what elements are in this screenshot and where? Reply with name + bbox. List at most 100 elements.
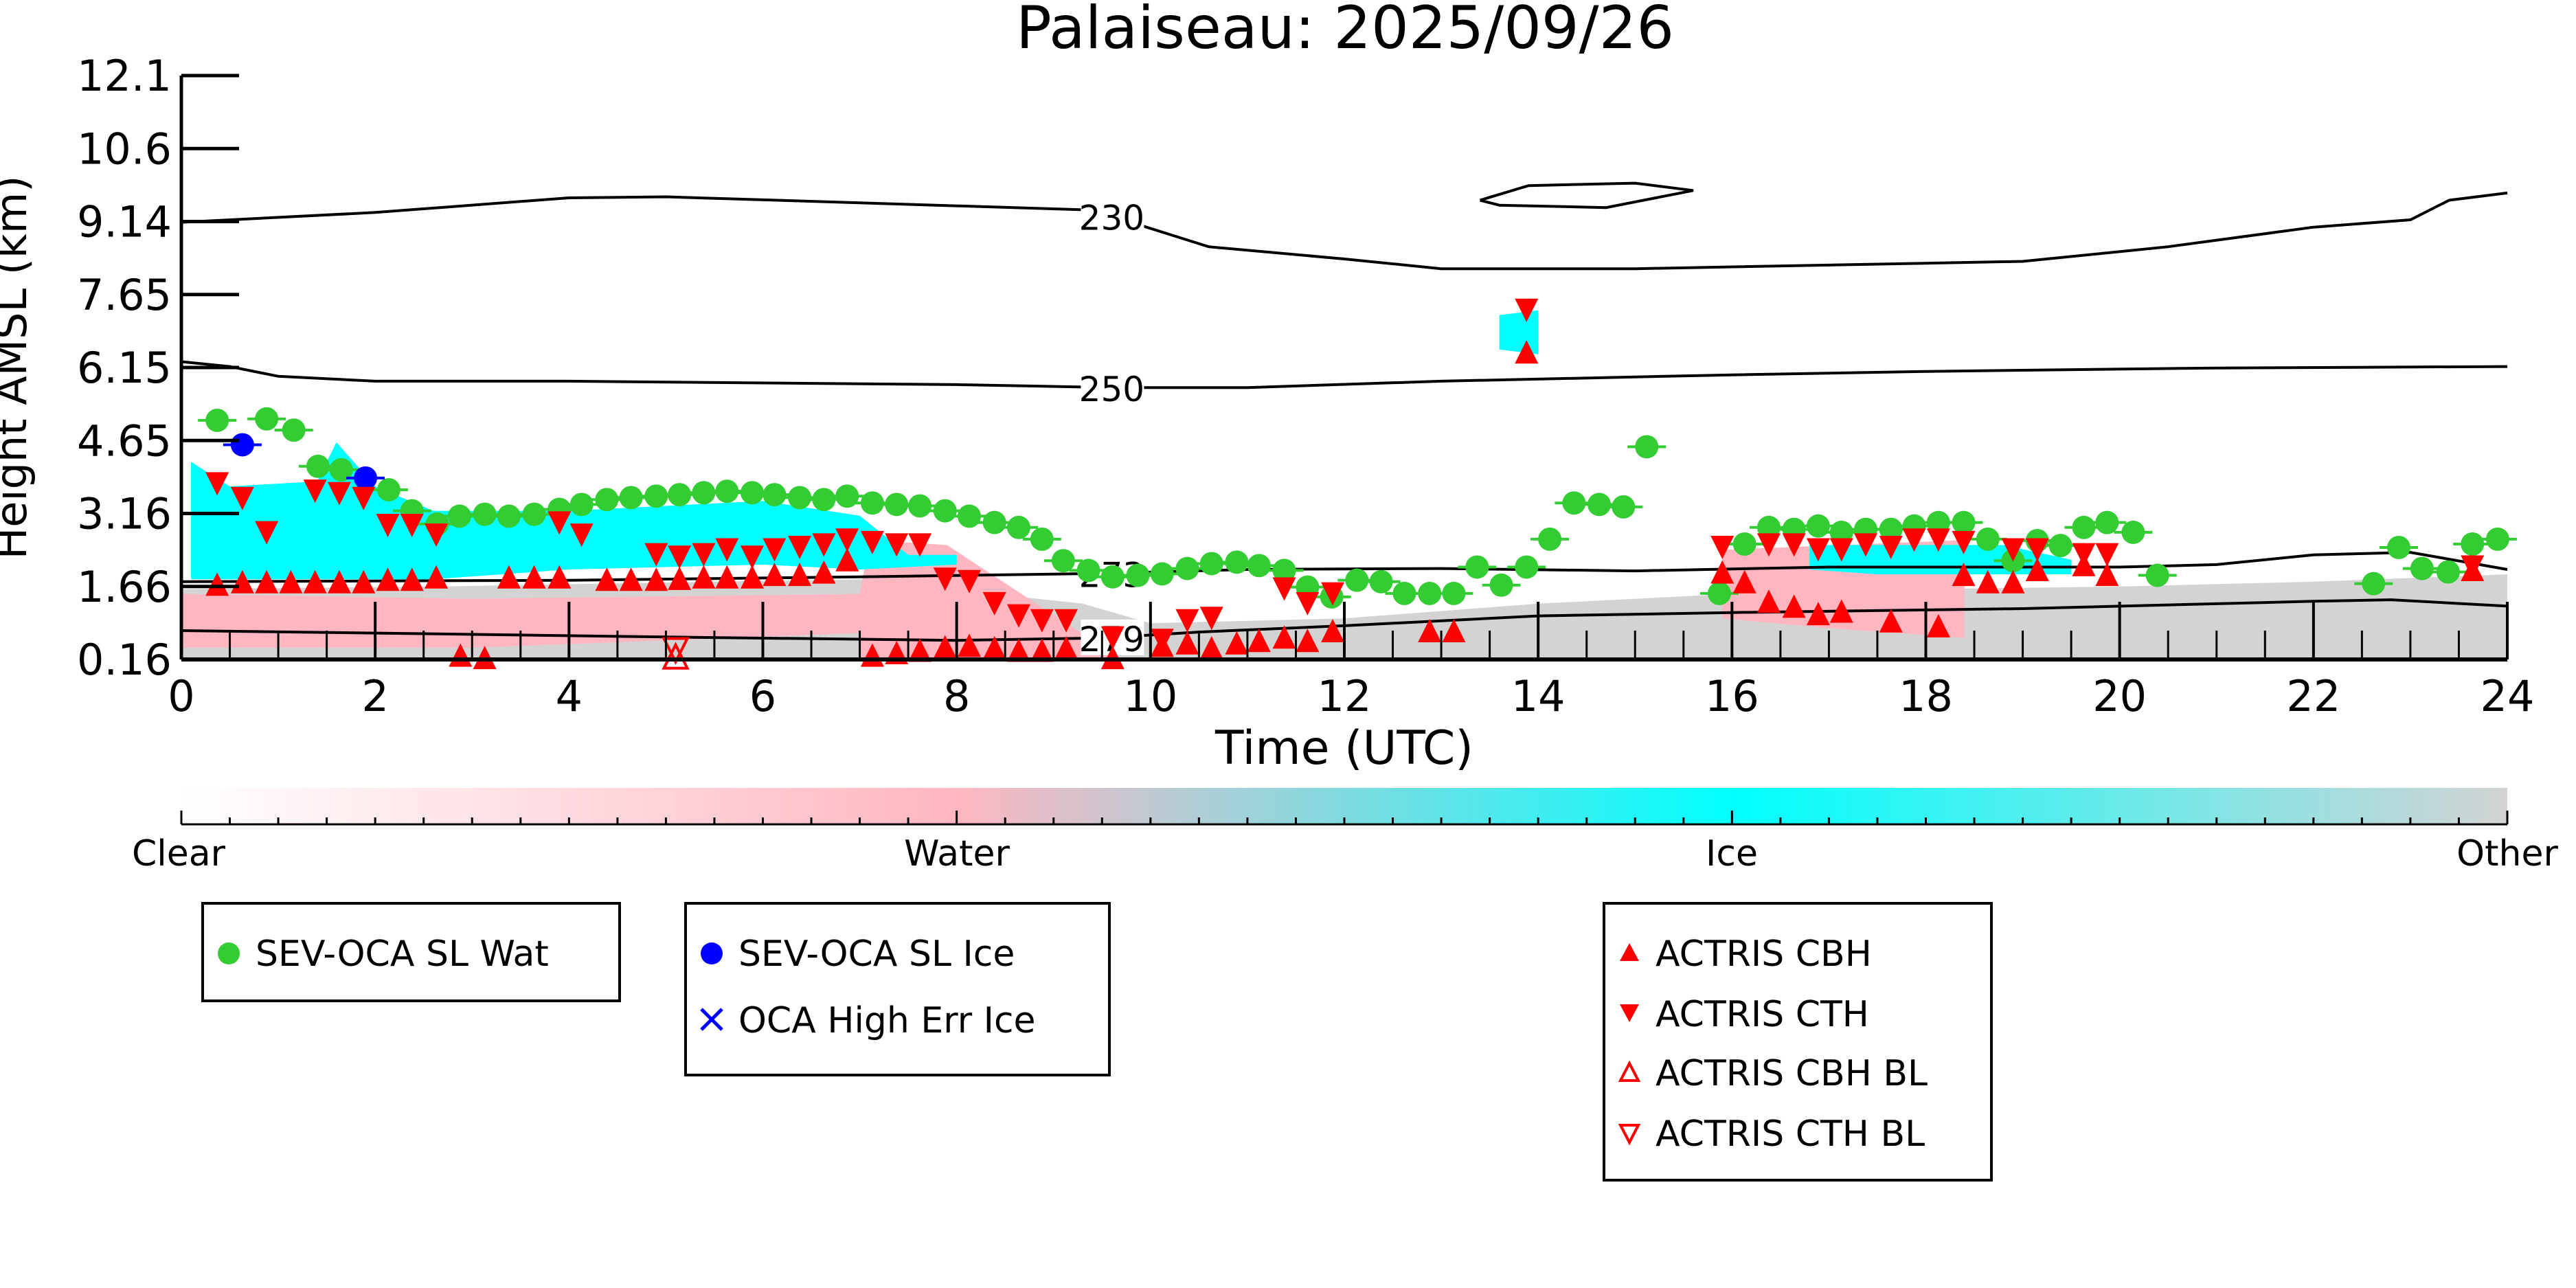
data-point-sev-oca-sl-wat (715, 479, 739, 504)
phase-colorbar: Clear Water Ice Other (132, 788, 2558, 874)
x-tick-label: 12 (1318, 671, 1372, 721)
data-point-actris-cth (547, 511, 572, 535)
data-point-actris-cth (885, 533, 909, 557)
data-point-sev-oca-sl-wat (2410, 556, 2434, 580)
legend-blue-x-icon (700, 1008, 723, 1031)
y-tick-label: 9.14 (77, 197, 172, 247)
data-point-actris-cth (1756, 533, 1781, 557)
data-point-sev-oca-sl-wat (497, 504, 521, 528)
data-point-sev-oca-sl-wat (1465, 555, 1489, 579)
data-point-sev-oca-sl-wat (644, 484, 668, 508)
contour-label-background (1081, 198, 1144, 234)
data-point-sev-oca-sl-wat (1538, 527, 1562, 551)
data-point-sev-oca-sl-wat (522, 502, 546, 526)
legend-label: ACTRIS CBH (1656, 934, 1872, 975)
data-point-actris-cth (762, 538, 787, 562)
x-tick-label: 18 (1899, 671, 1953, 721)
data-point-actris-cth (1100, 626, 1125, 650)
data-point-actris-cth (376, 513, 400, 537)
data-point-actris-cbh (327, 569, 351, 594)
data-point-actris-cbh (933, 635, 957, 659)
y-tick-label: 3.16 (77, 489, 172, 539)
data-point-actris-cth (1296, 591, 1320, 615)
data-point-actris-cth (255, 521, 279, 545)
y-tick-label: 12.1 (77, 51, 172, 101)
data-point-actris-cbh (425, 565, 449, 589)
legend-triangle-up-open-icon (1618, 1060, 1641, 1082)
data-point-actris-cbh (1030, 638, 1054, 662)
data-point-sev-oca-sl-ice (230, 433, 254, 457)
data-point-actris-cth (1199, 607, 1223, 631)
data-point-sev-oca-sl-wat (860, 491, 884, 515)
data-point-actris-cth (740, 545, 764, 569)
data-point-sev-oca-sl-wat (1126, 563, 1150, 587)
data-point-sev-oca-sl-wat (2095, 510, 2119, 534)
data-point-sev-oca-sl-wat (982, 510, 1006, 534)
data-point-sev-oca-sl-wat (1806, 514, 1830, 538)
data-point-actris-cbh (1247, 629, 1271, 653)
data-point-sev-oca-sl-wat (933, 499, 957, 523)
data-point-sev-oca-sl-wat (2436, 560, 2460, 584)
y-tick-label: 4.65 (77, 416, 172, 466)
data-point-sev-oca-sl-wat (1150, 562, 1174, 586)
x-axis-label: Time (UTC) (1214, 721, 1473, 776)
data-point-actris-cbh (1199, 635, 1223, 659)
data-point-actris-cth (425, 523, 449, 547)
legend-green-dot-icon (218, 942, 240, 964)
data-point-sev-oca-sl-wat (692, 481, 716, 505)
data-point-actris-cth (569, 523, 594, 547)
data-point-actris-cbh (205, 572, 229, 596)
data-point-actris-cth (230, 486, 254, 510)
data-point-actris-cbh (1952, 563, 1976, 587)
legend-label: ACTRIS CBH BL (1656, 1053, 1928, 1094)
data-point-actris-cbh (595, 567, 619, 591)
data-point-sev-oca-sl-wat (447, 504, 471, 528)
data-point-actris-cbh (497, 565, 521, 589)
contour-line (181, 191, 2508, 271)
data-point-actris-cth (352, 486, 376, 510)
data-point-actris-cbh (2095, 563, 2119, 587)
data-point-sev-oca-sl-wat (1100, 565, 1125, 589)
data-point-sev-oca-sl-wat (1732, 532, 1756, 556)
x-tick-label: 4 (556, 671, 583, 721)
data-point-actris-cth (715, 538, 739, 562)
data-point-actris-cbh (255, 569, 279, 594)
data-point-actris-cbh (982, 635, 1006, 659)
x-tick-label: 20 (2092, 671, 2147, 721)
data-point-actris-cth (2095, 543, 2119, 567)
data-point-sev-oca-sl-wat (569, 493, 594, 517)
data-point-actris-cth (2461, 555, 2485, 579)
data-point-sev-oca-sl-wat (1175, 556, 1199, 580)
colorbar-label-clear: Clear (132, 833, 226, 874)
data-point-actris-cth (1175, 609, 1199, 633)
data-point-sev-oca-sl-wat (762, 483, 787, 507)
data-point-actris-cbh (1296, 629, 1320, 653)
data-point-actris-cth (1150, 629, 1174, 653)
data-point-actris-cbh (1006, 638, 1030, 662)
data-point-actris-cbh (279, 569, 303, 594)
data-point-actris-cth (1030, 609, 1054, 633)
data-point-sev-oca-sl-wat (2362, 572, 2386, 596)
data-point-actris-cth (982, 591, 1006, 615)
data-point-actris-cbh (400, 567, 424, 591)
data-point-sev-oca-sl-wat (1418, 581, 1442, 605)
data-point-sev-oca-sl-wat (255, 407, 279, 431)
data-point-actris-cbh (715, 565, 739, 589)
data-point-sev-oca-sl-wat (1829, 520, 1853, 544)
data-point-sev-oca-sl-wat (1926, 510, 1950, 534)
data-point-actris-cth (1829, 538, 1853, 562)
data-point-sev-oca-sl-wat (740, 481, 764, 505)
data-point-actris-cth (668, 545, 692, 569)
data-point-actris-cth (692, 543, 716, 567)
data-point-actris-cth (1782, 533, 1806, 557)
data-point-sev-oca-sl-wat (788, 486, 812, 510)
data-point-actris-cth (400, 513, 424, 537)
contour-line (1479, 181, 1694, 210)
data-point-actris-cth (1879, 535, 1903, 559)
data-point-actris-cth (958, 569, 982, 594)
data-point-sev-oca-sl-wat (376, 477, 400, 501)
y-tick-label: 7.65 (77, 270, 172, 320)
data-point-sev-oca-sl-wat (1369, 569, 1393, 594)
data-point-actris-cbh (1732, 569, 1756, 594)
temperature-contours: 230250273279 (181, 181, 2508, 659)
